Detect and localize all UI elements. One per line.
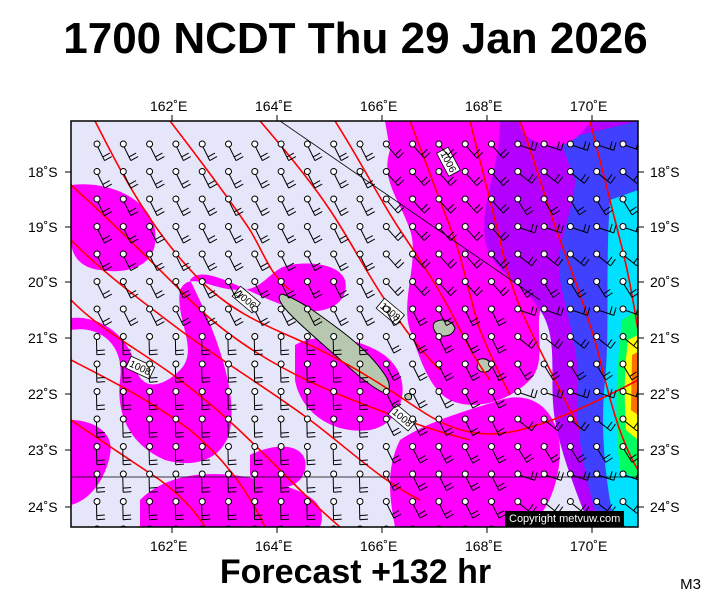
latitude-label-left: 21˚S bbox=[28, 330, 58, 346]
latitude-label-left: 24˚S bbox=[28, 499, 58, 515]
land bbox=[278, 293, 492, 401]
latitude-label-right: 23˚S bbox=[650, 442, 680, 458]
wind-barb bbox=[195, 525, 215, 527]
longitude-label-bottom: 166˚E bbox=[360, 538, 398, 554]
longitude-label-bottom: 168˚E bbox=[465, 538, 503, 554]
longitude-label-bottom: 170˚E bbox=[570, 538, 608, 554]
latitude-label-right: 18˚S bbox=[650, 164, 680, 180]
latitude-label-left: 22˚S bbox=[28, 386, 58, 402]
axis-ticks bbox=[65, 115, 644, 533]
longitude-label-bottom: 164˚E bbox=[255, 538, 293, 554]
longitude-label-top: 168˚E bbox=[465, 98, 503, 114]
latitude-label-right: 24˚S bbox=[650, 499, 680, 515]
map-frame bbox=[70, 120, 639, 528]
wind-barb bbox=[90, 525, 109, 527]
latitude-label-right: 22˚S bbox=[650, 386, 680, 402]
wind-barb bbox=[300, 525, 320, 527]
latitude-label-right: 19˚S bbox=[650, 219, 680, 235]
longitude-label-top: 170˚E bbox=[570, 98, 608, 114]
map-title: 1700 NCDT Thu 29 Jan 2026 bbox=[63, 14, 648, 63]
latitude-label-left: 18˚S bbox=[28, 164, 58, 180]
latitude-label-left: 19˚S bbox=[28, 219, 58, 235]
model-label: M3 bbox=[680, 576, 701, 593]
longitude-label-top: 164˚E bbox=[255, 98, 293, 114]
latitude-label-left: 20˚S bbox=[28, 274, 58, 290]
boundary-line bbox=[279, 121, 541, 301]
longitude-label-top: 166˚E bbox=[360, 98, 398, 114]
wind-barb bbox=[221, 525, 241, 527]
copyright-notice: Copyright metvuw.com bbox=[505, 511, 625, 527]
latitude-label-left: 23˚S bbox=[28, 442, 58, 458]
latitude-label-right: 20˚S bbox=[650, 274, 680, 290]
longitude-label-bottom: 162˚E bbox=[150, 538, 188, 554]
wind-barb bbox=[116, 525, 136, 527]
longitude-label-top: 162˚E bbox=[150, 98, 188, 114]
latitude-label-right: 21˚S bbox=[650, 330, 680, 346]
forecast-label: Forecast +132 hr bbox=[219, 553, 492, 591]
wind-barb bbox=[327, 525, 346, 527]
